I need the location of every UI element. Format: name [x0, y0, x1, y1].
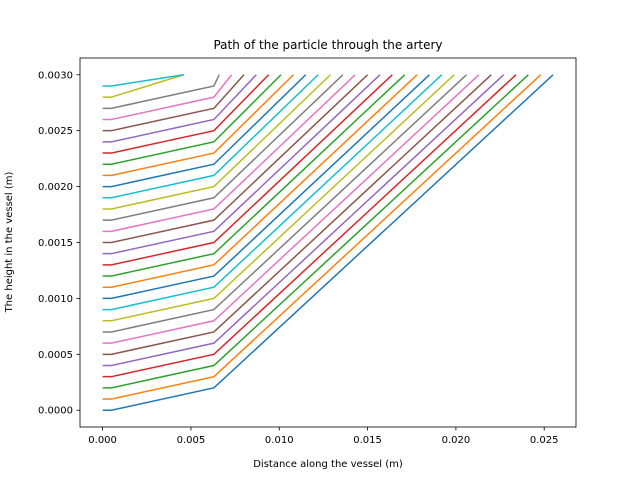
y-axis-label: The height in the vessel (m) — [4, 171, 15, 313]
x-tick-label: 0.025 — [530, 435, 559, 446]
series-line-22 — [102, 74, 294, 177]
y-tick-label: 0.0005 — [38, 350, 73, 361]
series-line-5 — [102, 74, 505, 367]
y-tick-label: 0.0030 — [38, 70, 73, 81]
series-line-12 — [102, 74, 418, 288]
y-axis-ticks: 0.0000 0.0005 0.0010 0.0015 0.0020 0.0025 0.00… — [38, 70, 80, 417]
series-line-15 — [102, 74, 381, 255]
series-line-27 — [102, 74, 233, 121]
series-line-7 — [102, 74, 480, 344]
x-tick-label: 0.020 — [442, 435, 471, 446]
x-tick-label: 0.005 — [177, 435, 206, 446]
plot-frame — [79, 57, 577, 428]
series-line-29 — [102, 74, 185, 98]
series-line-2 — [102, 74, 542, 400]
chart-title: Path of the particle through the artery — [213, 38, 442, 52]
series-line-13 — [102, 74, 406, 277]
series-line-25 — [102, 74, 257, 143]
series-line-8 — [102, 74, 467, 333]
series-line-14 — [102, 74, 393, 266]
y-tick-label: 0.0000 — [38, 406, 73, 417]
y-tick-label: 0.0020 — [38, 182, 73, 193]
series-line-18 — [102, 74, 344, 221]
series-line-9 — [102, 74, 455, 322]
x-axis-label: Distance along the vessel (m) — [253, 459, 403, 470]
series-line-26 — [102, 74, 245, 132]
series-line-4 — [102, 74, 517, 378]
series-line-16 — [102, 74, 369, 244]
series-line-23 — [102, 74, 282, 165]
series-line-10 — [102, 74, 443, 311]
series-line-28 — [102, 74, 220, 110]
y-tick-label: 0.0010 — [38, 294, 73, 305]
series-line-21 — [102, 74, 307, 188]
plot-lines — [102, 74, 554, 411]
series-line-17 — [102, 74, 356, 233]
series-line-24 — [102, 74, 270, 154]
y-tick-label: 0.0025 — [38, 126, 73, 137]
series-line-6 — [102, 74, 492, 356]
series-line-19 — [102, 74, 331, 210]
series-line-20 — [102, 74, 319, 199]
y-tick-label: 0.0015 — [38, 238, 73, 249]
series-line-11 — [102, 74, 430, 300]
x-tick-label: 0.010 — [265, 435, 294, 446]
x-tick-label: 0.015 — [353, 435, 382, 446]
series-line-3 — [102, 74, 529, 389]
x-tick-label: 0.000 — [88, 435, 117, 446]
series-line-1 — [102, 74, 554, 411]
x-axis-ticks: 0.000 0.005 0.010 0.015 0.020 0.025 — [88, 427, 559, 446]
series-line-30 — [102, 74, 184, 87]
